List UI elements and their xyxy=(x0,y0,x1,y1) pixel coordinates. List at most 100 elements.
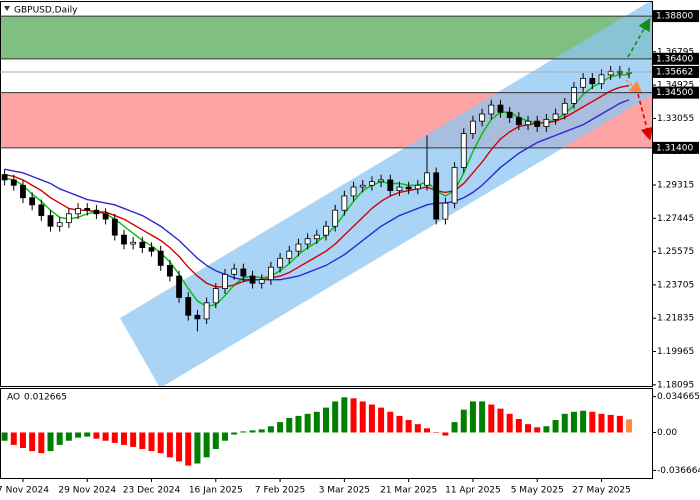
ao-bar xyxy=(240,431,247,433)
candle-body xyxy=(414,184,421,190)
candle-body xyxy=(1,174,8,181)
x-tick-label: 3 Mar 2025 xyxy=(319,486,370,496)
level-label: 1.38800 xyxy=(656,12,693,22)
y-tick-label: 1.23705 xyxy=(657,280,694,290)
candle-body xyxy=(166,265,173,277)
last-price-label: 1.35662 xyxy=(656,67,693,77)
moving-average xyxy=(4,99,630,281)
ao-bar xyxy=(479,401,486,433)
ao-bar xyxy=(93,432,100,439)
ao-bar xyxy=(286,417,293,433)
level-label-box xyxy=(653,52,699,65)
candle-body xyxy=(240,268,247,277)
candle-body xyxy=(268,266,274,281)
ao-bar xyxy=(589,411,596,433)
ao-bar xyxy=(359,401,366,433)
candle-body xyxy=(479,113,486,122)
zone xyxy=(0,16,652,59)
ao-bar xyxy=(221,432,228,441)
ao-value: 0.012665 xyxy=(24,393,67,403)
ao-bar xyxy=(139,432,146,450)
ao-bar xyxy=(543,426,550,433)
candle-body xyxy=(378,179,384,183)
candle-body xyxy=(497,104,504,113)
x-tick-label: 7 Feb 2025 xyxy=(255,486,305,496)
ao-bar xyxy=(277,422,284,433)
ao-bar xyxy=(580,410,587,433)
candle-body xyxy=(56,222,63,227)
ao-bar xyxy=(231,432,238,435)
price-frame xyxy=(0,1,653,387)
ao-bar xyxy=(176,432,183,462)
x-tick-label: 7 Nov 2024 xyxy=(0,486,49,496)
candle-body xyxy=(121,234,127,245)
candle-body xyxy=(277,257,283,268)
axes: 1.18095 1.19965 1.21835 1.23705 1.25575 1.274… xyxy=(0,10,700,496)
ao-bar xyxy=(267,426,274,433)
ao-bar xyxy=(212,432,219,450)
candle-body xyxy=(231,268,238,275)
chart-title: GBPUSD,Daily xyxy=(14,6,78,16)
candle-body xyxy=(506,111,513,118)
ao-bar xyxy=(626,419,633,433)
y-tick-label: 1.34925 xyxy=(657,81,694,91)
candle-body xyxy=(84,208,91,211)
y-tick-label: 1.29315 xyxy=(657,181,694,191)
candle-body xyxy=(203,302,210,320)
candle-body xyxy=(396,186,403,192)
ao-bar xyxy=(497,408,504,433)
ao-bar xyxy=(488,404,495,433)
ao-bar xyxy=(313,411,320,433)
ao-bar xyxy=(378,407,385,433)
candle-body xyxy=(102,213,109,220)
candle-body xyxy=(286,250,293,259)
ao-bar xyxy=(387,411,394,433)
ao-bar xyxy=(469,401,476,433)
candle-body xyxy=(442,202,449,220)
ao-bar xyxy=(56,432,63,445)
candle-body xyxy=(580,78,587,88)
y-tick-label: -0.036664 xyxy=(657,466,700,476)
candle-body xyxy=(470,120,476,135)
y-tick-label: 1.21835 xyxy=(657,314,694,324)
candle-body xyxy=(387,179,394,192)
candle-body xyxy=(607,70,614,76)
ao-bar xyxy=(295,415,302,433)
candle-body xyxy=(433,172,440,220)
candle-body xyxy=(313,234,320,240)
candle-body xyxy=(571,86,577,104)
candle-body xyxy=(93,209,100,215)
y-tick-label: 0.00 xyxy=(657,428,677,438)
candle-body xyxy=(515,117,522,126)
candle-body xyxy=(185,297,192,316)
ao-bar xyxy=(598,413,605,433)
moving-average xyxy=(4,84,630,288)
price-plot xyxy=(1,65,632,332)
ao-bar xyxy=(414,424,421,433)
symbol-icon xyxy=(4,6,10,11)
ao-bar xyxy=(396,415,403,433)
candle-body xyxy=(148,247,155,252)
ao-bar xyxy=(75,432,82,438)
x-tick-label: 21 Mar 2025 xyxy=(380,486,437,496)
candle-body xyxy=(332,209,339,227)
down-arrow xyxy=(637,93,654,141)
y-tick-label: 1.25575 xyxy=(657,247,694,257)
candle-body xyxy=(598,74,605,85)
candle-body xyxy=(350,186,357,197)
ao-bar xyxy=(552,420,559,433)
candle-body xyxy=(194,314,201,320)
ao-bar xyxy=(323,407,329,433)
ao-bar xyxy=(506,413,513,433)
candle-body xyxy=(304,238,311,245)
ao-bar xyxy=(249,430,256,433)
ao-bar xyxy=(405,420,412,433)
candle-body xyxy=(359,184,366,188)
ao-bar xyxy=(525,424,532,433)
candle-body xyxy=(130,241,137,245)
ao-bar xyxy=(47,432,54,452)
candle-body xyxy=(460,133,467,168)
candle-body xyxy=(29,197,36,206)
candle-body xyxy=(341,195,348,211)
level-label: 1.34500 xyxy=(656,88,693,98)
